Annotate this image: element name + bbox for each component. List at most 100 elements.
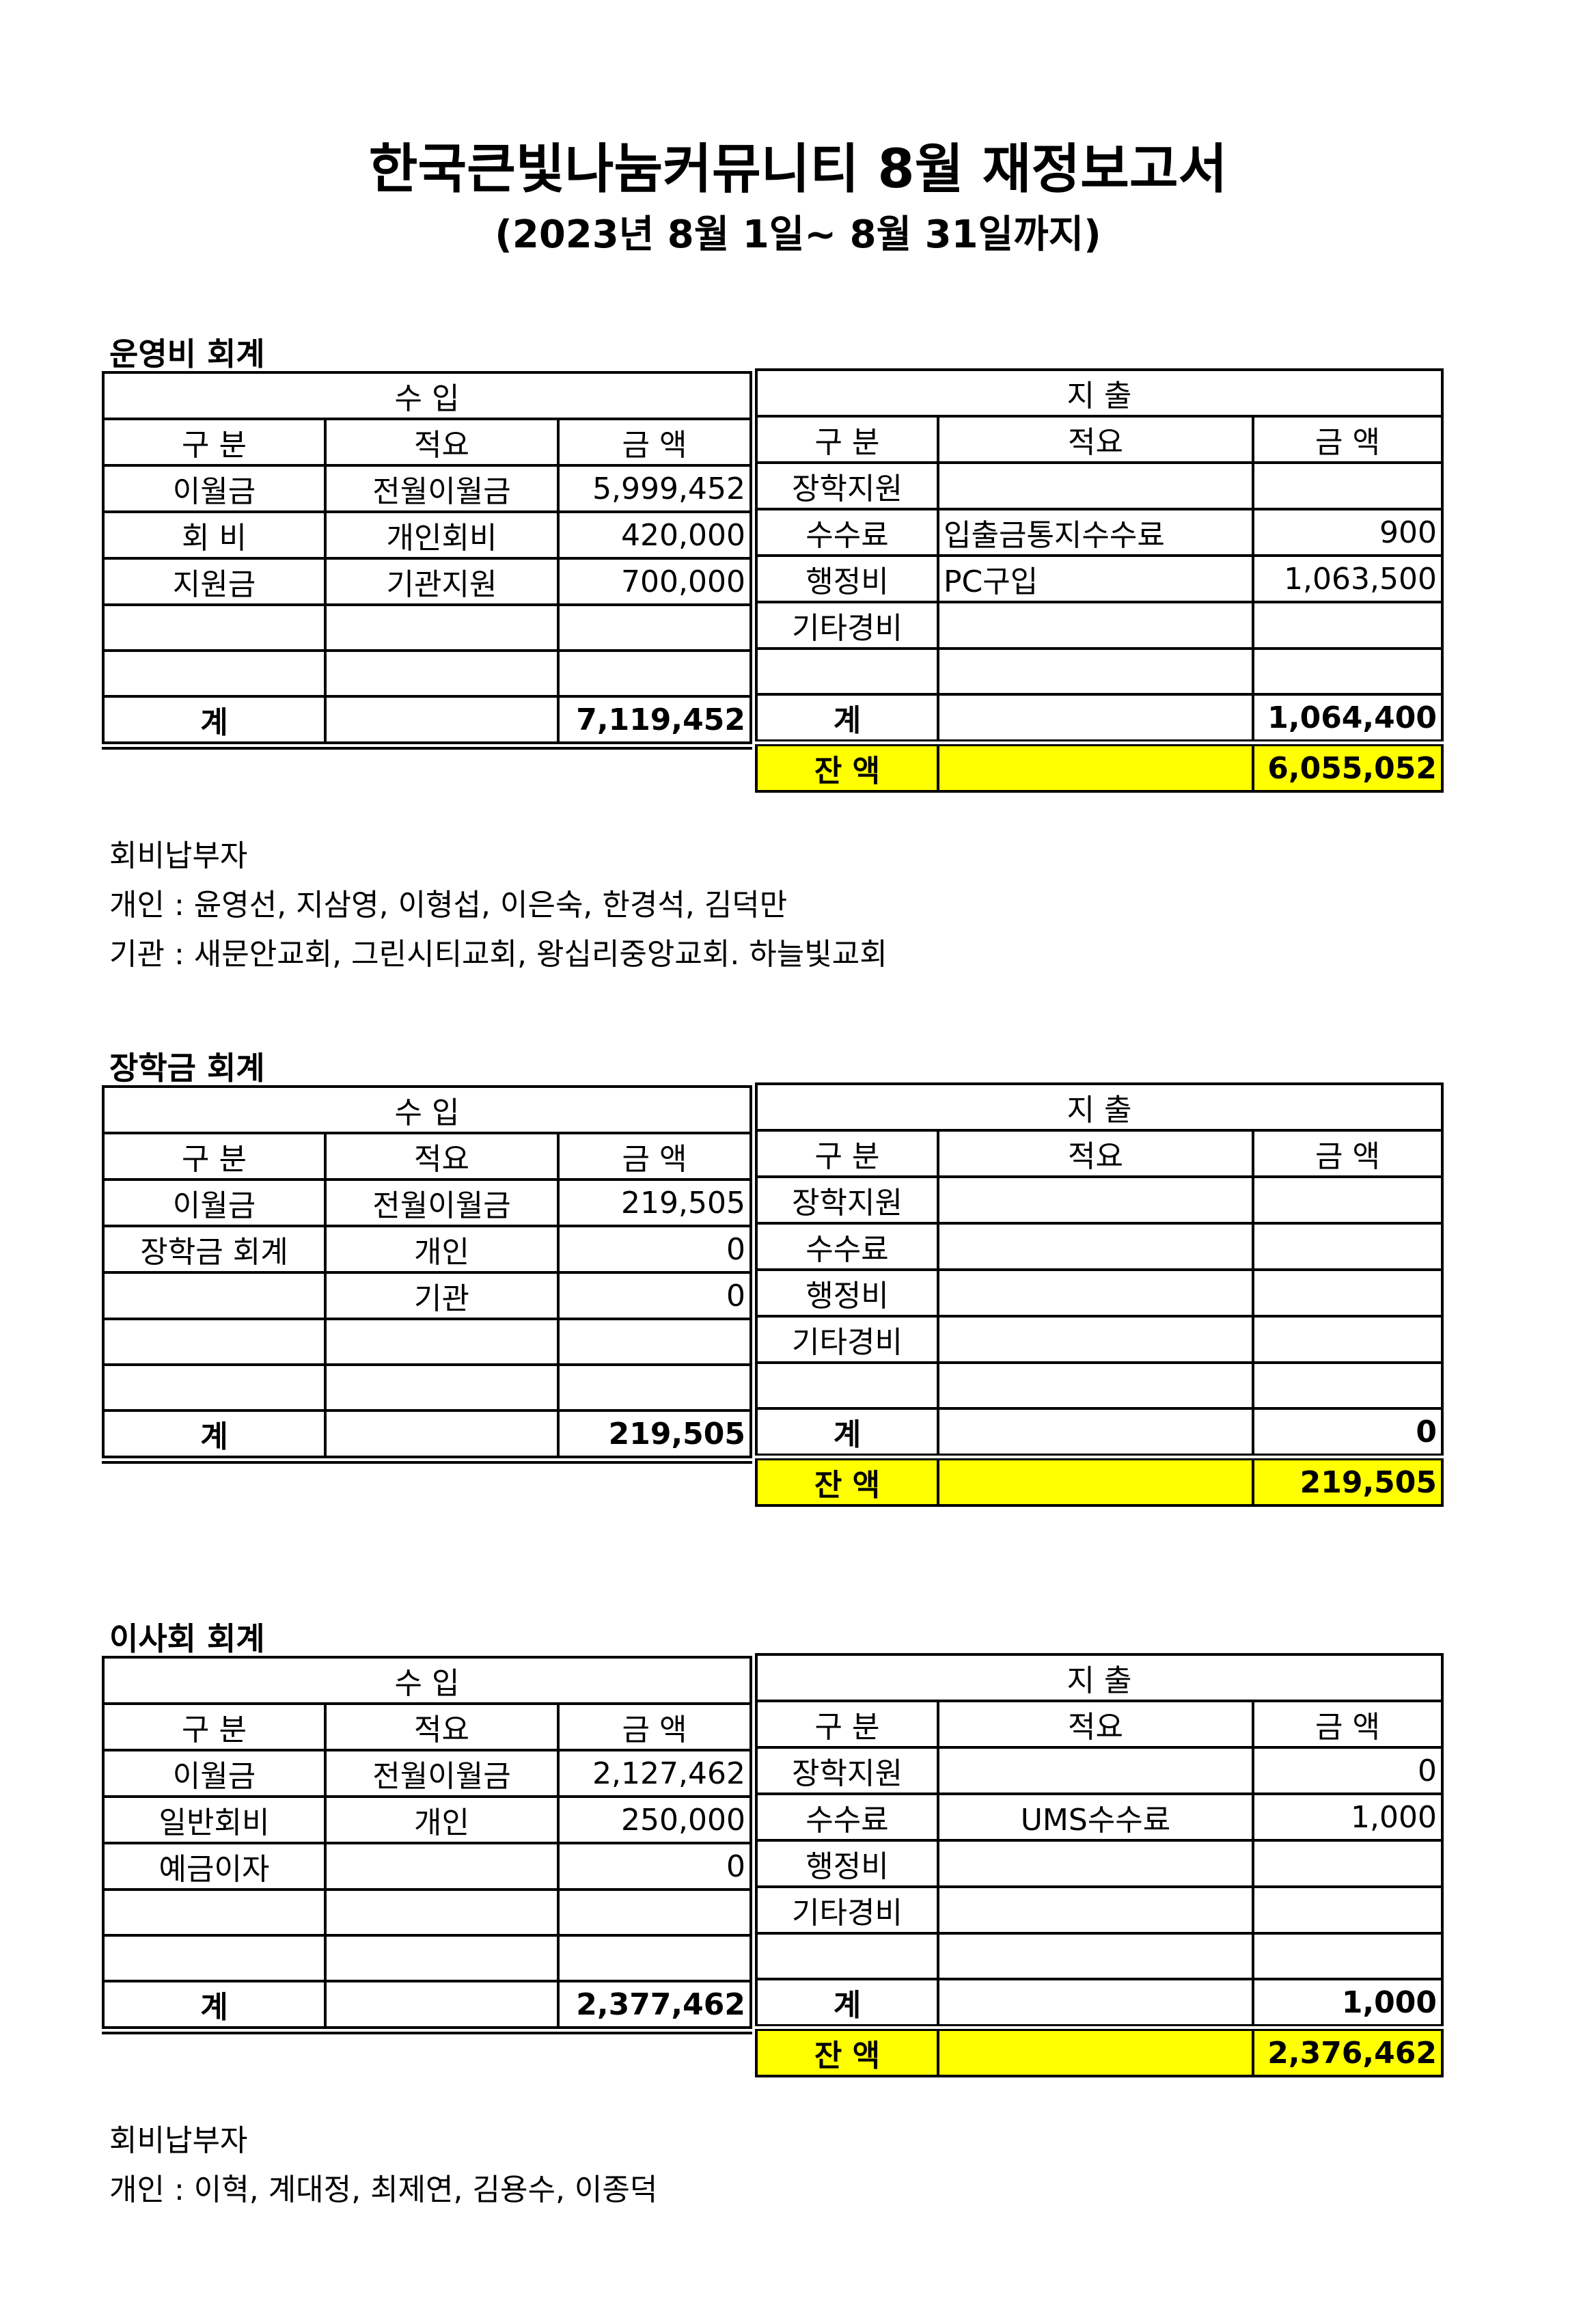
amount-cell: [557, 649, 752, 698]
amount-cell: 1,063,500: [1252, 554, 1444, 603]
total-label: 계: [102, 1409, 327, 1464]
table-row: 장학지원: [755, 1175, 1444, 1225]
category-header: 구 분: [755, 1129, 939, 1178]
empty-cell: [324, 1980, 560, 2034]
amount-cell: 2,127,462: [557, 1749, 752, 1798]
category-header: 구 분: [102, 418, 327, 467]
table-row: [102, 1363, 752, 1412]
amount-cell: [1252, 1222, 1444, 1271]
amount-cell: 250,000: [557, 1795, 752, 1844]
empty-cell: [937, 739, 1254, 793]
category-cell: 기타경비: [755, 1885, 939, 1935]
total-row: 계 7,119,452: [102, 695, 752, 750]
description-header: 적요: [937, 1129, 1254, 1178]
description-cell: 전월이월금: [324, 1749, 560, 1798]
expense-header-row: 지 출: [755, 368, 1444, 418]
category-cell: [102, 1363, 327, 1412]
table-row: [102, 603, 752, 652]
category-cell: 행정비: [755, 1268, 939, 1318]
notes-heading: 회비납부자: [109, 2123, 248, 2158]
description-cell: [937, 1315, 1254, 1364]
empty-cell: [937, 1978, 1254, 2029]
category-cell: 회 비: [102, 510, 327, 560]
category-header: 구 분: [755, 1700, 939, 1749]
description-cell: PC구입: [937, 554, 1254, 603]
table-row: 행정비 PC구입 1,063,500: [755, 554, 1444, 603]
category-cell: 일반회비: [102, 1795, 327, 1844]
balance-label: 잔 액: [755, 739, 939, 793]
description-cell: 전월이월금: [324, 1178, 560, 1227]
category-cell: [755, 1932, 939, 1980]
category-header: 구 분: [755, 415, 939, 464]
table-row: 회 비 개인회비 420,000: [102, 510, 752, 560]
amount-cell: [557, 1934, 752, 1982]
description-cell: [937, 1746, 1254, 1795]
amount-cell: [557, 1888, 752, 1937]
description-cell: 개인: [324, 1795, 560, 1844]
amount-cell: [1252, 1839, 1444, 1888]
description-cell: UMS수수료: [937, 1792, 1254, 1842]
category-cell: [102, 1934, 327, 1982]
amount-cell: 0: [557, 1271, 752, 1320]
table-row: [755, 1361, 1444, 1410]
description-cell: [937, 1932, 1254, 1980]
payer-list: 개인 : 이혁, 계대정, 최제연, 김용수, 이종덕: [109, 2172, 658, 2207]
description-cell: 개인: [324, 1225, 560, 1274]
balance-amount: 2,376,462: [1252, 2024, 1444, 2077]
table-row: 예금이자 0: [102, 1842, 752, 1891]
empty-cell: [324, 1409, 560, 1464]
category-cell: [102, 1318, 327, 1366]
category-cell: [755, 1361, 939, 1410]
expense-total: 1,064,400: [1252, 693, 1444, 744]
income-header: 수 입: [102, 371, 752, 420]
total-label: 계: [102, 695, 327, 750]
table-row: 이월금 전월이월금 2,127,462: [102, 1749, 752, 1798]
column-header-row: 구 분 적요 금 액: [102, 418, 752, 467]
table-row: 이월금 전월이월금 5,999,452: [102, 464, 752, 513]
category-cell: 장학지원: [755, 1746, 939, 1795]
total-row: 계 1,000: [755, 1978, 1444, 2029]
amount-cell: [1252, 1315, 1444, 1364]
amount-cell: [1252, 1175, 1444, 1225]
category-cell: [102, 1271, 327, 1320]
description-cell: 기관: [324, 1271, 560, 1320]
expense-header: 지 출: [755, 368, 1444, 418]
empty-cell: [937, 693, 1254, 744]
category-cell: 수수료: [755, 1222, 939, 1271]
table-row: 기타경비: [755, 601, 1444, 650]
category-cell: 수수료: [755, 1792, 939, 1842]
description-cell: [937, 601, 1254, 650]
table-row: [755, 647, 1444, 696]
table-row: 수수료 입출금통지수수료 900: [755, 508, 1444, 557]
report-title: 한국큰빛나눔커뮤니티 8월 재정보고서: [368, 139, 1228, 200]
description-cell: [324, 1888, 560, 1937]
expense-header: 지 출: [755, 1082, 1444, 1132]
balance-row: 잔 액 6,055,052: [755, 739, 1444, 793]
expense-total: 1,000: [1252, 1978, 1444, 2029]
column-header-row: 구 분 적요 금 액: [755, 1129, 1444, 1178]
description-cell: [324, 1363, 560, 1412]
table-row: [102, 1888, 752, 1937]
amount-header: 금 액: [1252, 1129, 1444, 1178]
amount-cell: [1252, 461, 1444, 510]
balance-label: 잔 액: [755, 1454, 939, 1507]
description-cell: [324, 649, 560, 698]
category-cell: 행정비: [755, 1839, 939, 1888]
table-row: [102, 1318, 752, 1366]
category-cell: 행정비: [755, 554, 939, 603]
amount-cell: 0: [1252, 1746, 1444, 1795]
balance-row: 잔 액 219,505: [755, 1454, 1444, 1507]
amount-cell: 0: [557, 1842, 752, 1891]
total-row: 계 2,377,462: [102, 1980, 752, 2034]
table-row: 이월금 전월이월금 219,505: [102, 1178, 752, 1227]
description-cell: 기관지원: [324, 557, 560, 606]
description-cell: [324, 1842, 560, 1891]
column-header-row: 구 분 적요 금 액: [102, 1702, 752, 1751]
category-header: 구 분: [102, 1132, 327, 1181]
total-row: 계 219,505: [102, 1409, 752, 1464]
table-row: [102, 649, 752, 698]
empty-cell: [937, 2024, 1254, 2077]
